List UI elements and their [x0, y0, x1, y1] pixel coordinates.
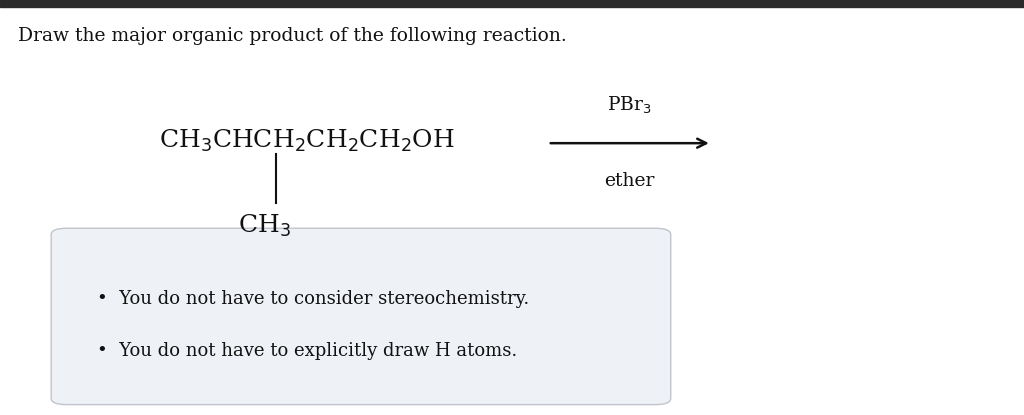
Text: Draw the major organic product of the following reaction.: Draw the major organic product of the fo… [18, 27, 567, 45]
Text: PBr$_3$: PBr$_3$ [607, 95, 652, 117]
Text: •  You do not have to consider stereochemistry.: • You do not have to consider stereochem… [97, 290, 529, 308]
Text: CH$_3$: CH$_3$ [238, 213, 291, 239]
Text: ether: ether [604, 171, 655, 190]
FancyBboxPatch shape [51, 228, 671, 405]
Text: CH$_3$CHCH$_2$CH$_2$CH$_2$OH: CH$_3$CHCH$_2$CH$_2$CH$_2$OH [160, 128, 455, 154]
Text: •  You do not have to explicitly draw H atoms.: • You do not have to explicitly draw H a… [97, 342, 517, 360]
Bar [0, 0, 1024, 7]
